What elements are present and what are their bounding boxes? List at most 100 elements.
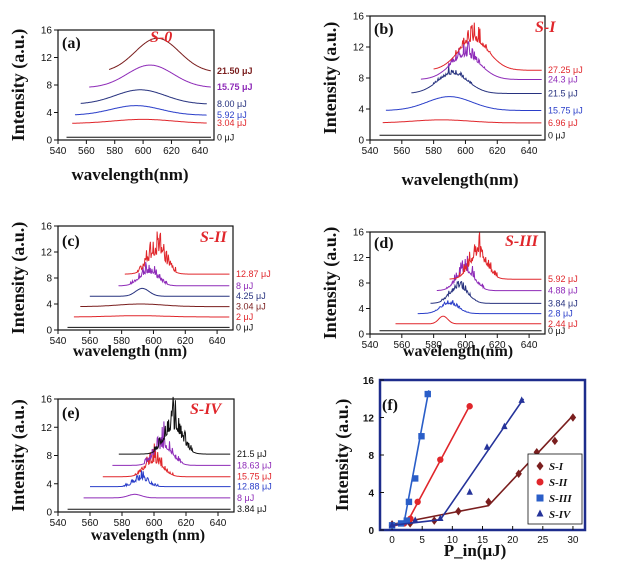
x-tick-label: 540 [50, 518, 67, 529]
y-tick-label: 12 [41, 423, 53, 434]
x-tick-label: 640 [209, 336, 226, 347]
y-tick-label: 0 [46, 508, 52, 519]
y-tick-label: 12 [41, 53, 53, 64]
energy-label: 21.50 μJ [217, 66, 253, 76]
y-tick-label: 0 [368, 526, 374, 537]
legend-marker [536, 478, 544, 486]
energy-label: 3.84 μJ [237, 504, 267, 514]
x-tick-label: 560 [393, 340, 410, 351]
spectrum-line [90, 470, 231, 488]
x-tick-label: 640 [210, 518, 227, 529]
fit-line [392, 398, 525, 527]
legend-label: S-II [549, 477, 568, 489]
panel-label: (c) [62, 233, 80, 250]
x-tick-label: 580 [425, 340, 442, 351]
spectrum-line [73, 315, 230, 318]
y-tick-label: 16 [41, 395, 53, 406]
x-tick-label: 580 [114, 518, 131, 529]
data-point [437, 456, 444, 463]
x-tick-label: 5 [419, 535, 425, 546]
y-tick-label: 16 [41, 26, 53, 37]
x-tick-label: 10 [447, 535, 459, 546]
spectrum-line [72, 118, 207, 124]
y-tick-label: 8 [46, 81, 52, 92]
x-tick-label: 600 [135, 146, 152, 157]
data-point [485, 497, 492, 507]
energy-label: 21.5 μJ [237, 449, 267, 459]
x-tick-label: 580 [106, 146, 123, 157]
panel-label: (b) [374, 21, 394, 38]
y-tick-label: 8 [46, 451, 52, 462]
spectrum-line [382, 119, 542, 124]
energy-label: 0 μJ [236, 322, 253, 332]
x-tick-label: 540 [362, 340, 379, 351]
spectrum-line [74, 105, 207, 116]
energy-label: 18.63 μJ [237, 460, 272, 470]
spectrum-line [385, 96, 542, 111]
energy-label: 8 μJ [237, 493, 254, 503]
energy-label: 8.00 μJ [217, 99, 247, 109]
data-point [388, 521, 396, 528]
data-point [551, 436, 559, 446]
spectrum-line [430, 280, 542, 304]
x-axis-label: wavelength (nm) [73, 343, 187, 360]
y-axis-label: Intensity (a.u.) [320, 22, 341, 135]
y-tick-label: 12 [41, 248, 53, 259]
chart-panel-c: 540 560 580 600 620 640 0 4 8 12 16 0 μJ2 μJ3.04 μJ… [8, 222, 271, 361]
x-tick-label: 600 [457, 340, 474, 351]
y-tick-label: 4 [368, 489, 374, 500]
chart-panel-b: 540 560 580 600 620 640 0 4 8 12 16 0 μJ 6.96 μJ 15.7… [320, 12, 583, 190]
sample-name: S-0 [150, 29, 172, 46]
y-tick-label: 0 [46, 326, 52, 337]
energy-label: 2.8 μJ [548, 309, 573, 319]
x-tick-label: 580 [425, 146, 442, 157]
y-axis-label: Intensity (a.u.) [320, 227, 341, 340]
x-tick-label: 620 [489, 340, 506, 351]
y-tick-label: 16 [363, 376, 375, 387]
y-tick-label: 4 [358, 304, 364, 315]
panel-label: (e) [62, 405, 80, 422]
x-tick-label: 640 [521, 146, 538, 157]
energy-label: 12.87 μJ [236, 269, 271, 279]
x-tick-label: 0 [389, 535, 395, 546]
x-tick-label: 640 [191, 146, 208, 157]
x-axis-label: wavelength(nm) [71, 165, 188, 184]
data-point [405, 498, 413, 506]
energy-label: 15.75 μJ [548, 106, 583, 116]
spectrum-line [108, 37, 211, 72]
y-tick-label: 0 [358, 330, 364, 341]
energy-label: 0 μJ [548, 130, 565, 140]
spectrum-line [102, 443, 231, 478]
spectrum-line [395, 315, 542, 325]
y-tick-label: 12 [353, 43, 365, 54]
y-tick-label: 16 [353, 12, 365, 23]
data-point [412, 516, 419, 523]
spectrum-line [433, 22, 542, 71]
y-tick-label: 4 [46, 300, 52, 311]
y-tick-label: 8 [368, 451, 374, 462]
x-tick-label: 30 [567, 535, 579, 546]
y-axis-label: Intensity (a.u.) [8, 29, 29, 142]
legend-marker [536, 509, 544, 517]
x-tick-label: 15 [477, 535, 489, 546]
x-tick-label: 560 [81, 336, 98, 347]
spectrum-line [124, 231, 230, 275]
x-tick-label: 580 [113, 336, 130, 347]
data-point [418, 433, 425, 440]
x-tick-label: 540 [50, 146, 67, 157]
energy-label: 4.88 μJ [548, 286, 578, 296]
spectrum-line [80, 303, 230, 308]
data-point [569, 413, 577, 422]
spectrum-line [89, 64, 211, 88]
x-tick-label: 640 [521, 340, 538, 351]
energy-label: 27.25 μJ [548, 65, 583, 75]
x-tick-label: 25 [537, 535, 549, 546]
y-tick-label: 12 [363, 414, 375, 425]
data-point [533, 447, 540, 457]
y-axis-label: Intensity (a.u.) [332, 399, 353, 512]
y-axis-label: Intensity (a.u.) [8, 222, 29, 335]
spectrum-line [436, 255, 542, 292]
data-point [397, 520, 405, 527]
energy-label: 0 μJ [548, 326, 565, 336]
